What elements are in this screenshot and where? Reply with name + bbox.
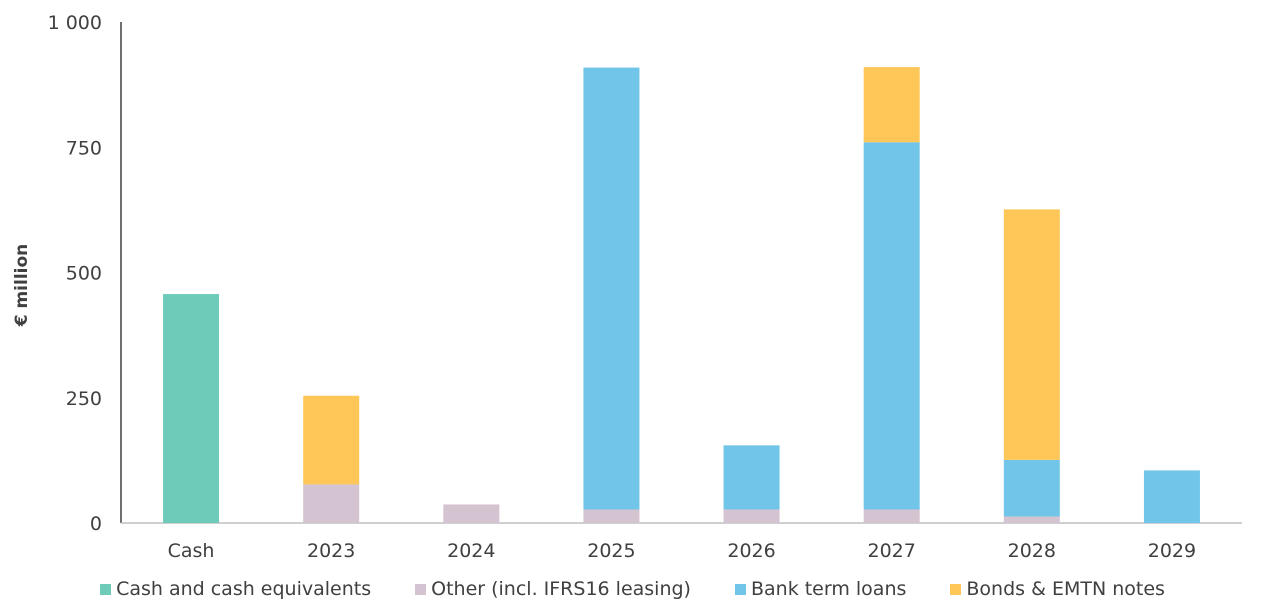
bar-segment (863, 509, 920, 523)
chart: € million 0 250 500 750 1 000 Cash 2023 2024 20… (12, 12, 1242, 562)
bar-segment (1143, 470, 1200, 523)
x-tick-label: Cash (168, 540, 215, 562)
bar-segment (863, 142, 920, 510)
y-tick-label: 0 (90, 513, 102, 535)
bar-segment (303, 395, 360, 485)
bar-group (163, 67, 1200, 523)
legend-swatch (100, 583, 112, 595)
legend-item: Bank term loans (734, 578, 907, 600)
bar-segment (723, 445, 780, 510)
y-tick-label: 750 (66, 137, 102, 159)
x-tick-label: 2026 (727, 540, 775, 562)
legend-swatch (734, 583, 746, 595)
legend-label: Cash and cash equivalents (116, 578, 372, 600)
bar-segment (863, 67, 920, 143)
bar-segment (723, 509, 780, 523)
legend-label: Bonds & EMTN notes (966, 578, 1165, 600)
legend-item: Cash and cash equivalents (100, 578, 371, 600)
y-axis-title: € million (12, 244, 32, 328)
bar-segment (1003, 516, 1060, 523)
x-tick-label: 2024 (447, 540, 495, 562)
x-tick-group: Cash 2023 2024 2025 2026 2027 2028 2029 (168, 540, 1196, 562)
legend-swatch (950, 583, 962, 595)
legend-item: Bonds & EMTN notes (950, 578, 1165, 600)
y-tick-group: 0 250 500 750 1 000 (48, 12, 102, 535)
x-tick-label: 2023 (307, 540, 355, 562)
bar-segment (1003, 209, 1060, 460)
y-tick-label: 1 000 (48, 12, 102, 34)
legend-swatch (415, 583, 427, 595)
bar-segment (163, 294, 220, 523)
bar-segment (583, 67, 640, 510)
bar-segment (1003, 459, 1060, 517)
x-tick-label: 2027 (868, 540, 916, 562)
bar-segment (443, 504, 500, 523)
legend-label: Other (incl. IFRS16 leasing) (431, 578, 691, 600)
legend-label: Bank term loans (750, 578, 907, 600)
x-tick-label: 2028 (1008, 540, 1056, 562)
bar-segment (583, 509, 640, 523)
legend-item: Other (incl. IFRS16 leasing) (415, 578, 691, 600)
y-tick-label: 500 (66, 263, 102, 285)
y-tick-label: 250 (66, 388, 102, 410)
bar-segment (303, 484, 360, 523)
x-tick-label: 2025 (587, 540, 635, 562)
x-tick-label: 2029 (1148, 540, 1196, 562)
legend: Cash and cash equivalents Other (incl. IF… (0, 578, 1265, 600)
